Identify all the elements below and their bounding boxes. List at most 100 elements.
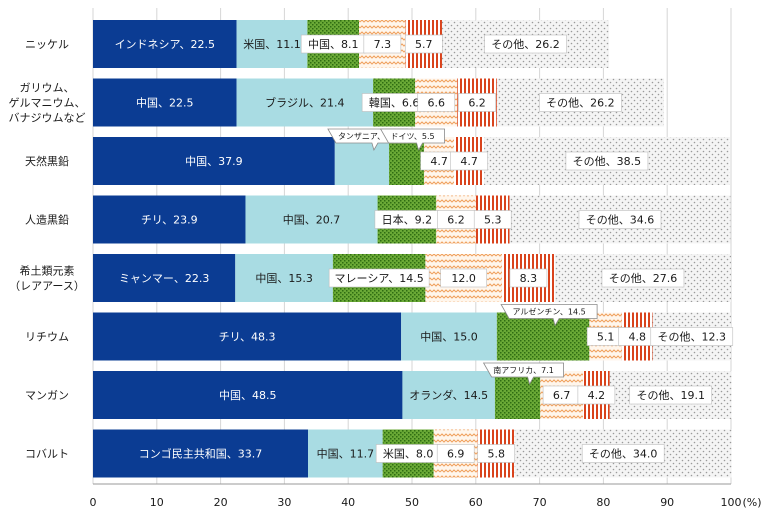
bar-segment [401, 312, 497, 361]
bar-segment [334, 137, 390, 185]
data-label: 米国、8.0 [383, 448, 434, 461]
data-label: 5.1 [597, 331, 615, 344]
data-label: その他、27.6 [609, 272, 678, 285]
bar-segment [402, 371, 495, 419]
bar-segment [93, 195, 246, 244]
data-label: 6.6 [427, 97, 445, 110]
callout-box [482, 362, 564, 386]
x-tick-label: 50 [405, 496, 419, 509]
data-label-box [578, 210, 662, 229]
callout-shape [379, 128, 445, 152]
data-label: 6.2 [468, 97, 486, 110]
x-tick-label: 60 [469, 496, 483, 509]
data-label: 中国、22.5 [136, 97, 194, 110]
data-label: チリ、48.3 [219, 331, 276, 344]
x-tick-label: 80 [596, 496, 610, 509]
x-tick-label: 70 [533, 496, 547, 509]
x-tick-label: 0 [90, 496, 97, 509]
data-label-box [473, 210, 512, 229]
data-label-box [417, 93, 456, 112]
data-label: 日本、9.2 [382, 213, 433, 227]
data-label-box [509, 268, 548, 288]
bar-segment [93, 312, 402, 361]
data-label: 4.2 [588, 389, 606, 402]
data-label: 6.7 [553, 389, 571, 402]
bar-segment [93, 254, 236, 302]
bar-segment [308, 429, 383, 478]
data-label: コンゴ民主共和国、33.7 [139, 447, 263, 461]
x-tick-label: 40 [341, 496, 355, 509]
axis-layer: 0 10 20 30 40 50 60 70 80 90 100 (%) ニッケルガリウム、ゲルマニウム… [9, 38, 762, 509]
data-label: その他、12.3 [658, 331, 727, 344]
category-label: コバルト [25, 448, 69, 461]
data-label: その他、19.1 [636, 389, 705, 402]
callout-label: ドイツ、5.5 [391, 132, 435, 141]
bar-segment [496, 312, 590, 361]
data-label: 中国、20.7 [283, 214, 341, 227]
data-label: 中国、37.9 [185, 155, 243, 168]
data-label-box [436, 444, 475, 463]
callout-label: 南アフリカ、7.1 [493, 365, 554, 375]
data-label-box [363, 34, 402, 54]
category-label: ガリウム、ゲルマニウム、バナジウムなど [9, 82, 86, 125]
category-label: マンガン [25, 389, 69, 402]
data-label: その他、34.6 [586, 214, 655, 227]
data-label-box [405, 34, 443, 54]
bar-segment [93, 78, 237, 127]
bar-segment [245, 195, 378, 244]
data-label: 5.8 [487, 448, 505, 461]
callout-shape [500, 304, 598, 327]
data-label: 4.7 [430, 155, 448, 168]
data-label: 4.7 [460, 155, 478, 168]
data-label: 8.3 [520, 272, 538, 285]
data-label: 7.3 [374, 38, 392, 51]
data-label: マレーシア、14.5 [335, 272, 424, 285]
callout-label: アルゼンチン、14.5 [512, 307, 585, 317]
data-label: インドネシア、22.5 [115, 38, 215, 51]
data-label: 中国、15.3 [255, 272, 313, 285]
data-label: 6.2 [447, 214, 465, 227]
data-label-box [440, 268, 487, 288]
data-label-box [458, 93, 496, 112]
bar-segment [236, 20, 308, 68]
x-tick-label: 20 [214, 496, 228, 509]
data-label: その他、38.5 [573, 155, 642, 168]
category-label: リチウム [25, 331, 69, 344]
data-label: その他、26.2 [546, 97, 615, 110]
callout-box [379, 128, 445, 152]
callout-box [500, 304, 598, 327]
data-label: 中国、48.5 [219, 389, 277, 402]
data-label: ミャンマー、22.3 [119, 272, 209, 285]
data-label: その他、26.2 [491, 38, 560, 51]
data-label: 6.9 [447, 448, 465, 461]
x-tick-label: 10 [150, 496, 164, 509]
x-tick-label: 30 [277, 496, 291, 509]
data-label: 米国、11.1 [243, 38, 301, 51]
data-label-box [450, 151, 488, 171]
category-label: 人造黒鉛 [25, 213, 69, 227]
callout-label: タンザニア、8.5 [338, 132, 398, 141]
bar-segment [235, 254, 333, 302]
data-label: 5.7 [415, 38, 433, 51]
labels-layer: インドネシア、22.5 米国、11.1 中国、8.1 7.3 5.7 その他、26.2 中国… [115, 34, 734, 463]
data-label-box [577, 385, 616, 405]
category-label: ニッケル [25, 38, 69, 51]
data-label: 中国、15.0 [420, 331, 478, 344]
data-label-box [629, 385, 713, 405]
unit-label: (%) [742, 496, 761, 509]
data-label-box [539, 93, 622, 112]
data-label-box [581, 444, 665, 463]
bar-segment [494, 371, 541, 419]
callout-shape [482, 362, 564, 386]
data-label-box [484, 34, 567, 54]
data-label-box [650, 327, 734, 346]
data-label-box [601, 268, 685, 288]
data-label-box [477, 444, 516, 463]
bar-segment [93, 20, 237, 68]
data-label: チリ、23.9 [141, 214, 198, 227]
data-label: 4.8 [628, 331, 646, 344]
data-label: 韓国、6.6 [369, 97, 420, 110]
data-label-box [328, 268, 430, 288]
data-label: 5.3 [484, 214, 502, 227]
